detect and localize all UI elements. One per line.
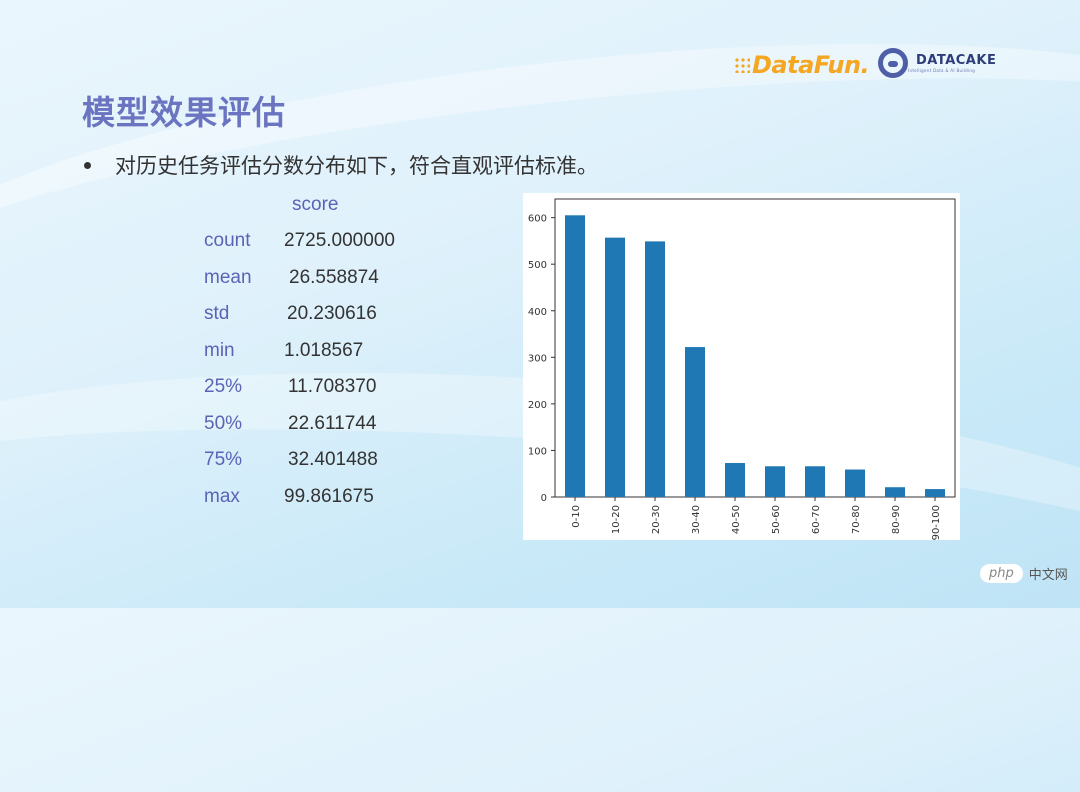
stats-key: 50% (204, 412, 243, 434)
y-tick-label: 0 (541, 493, 547, 504)
stats-value: 2725.000000 (284, 230, 395, 251)
stats-value: 1.018567 (284, 339, 364, 361)
y-tick-label: 500 (528, 260, 547, 271)
x-tick-label: 20-30 (651, 505, 662, 534)
x-tick-label: 50-60 (771, 505, 782, 534)
x-tick-label: 70-80 (851, 505, 862, 534)
bar-chart-svg: 0 100 200 300 400 500 600 0-10 10-20 20-30 30-40 40… (528, 198, 956, 540)
x-tick-label: 40-50 (731, 505, 742, 534)
bar (845, 469, 865, 497)
bullet-point: 对历史任务评估分数分布如下，符合直观评估标准。 (84, 150, 598, 180)
bar-chart: 0 100 200 300 400 500 600 0-10 10-20 20-30 30-40 40… (523, 193, 960, 540)
x-tick-label: 60-70 (811, 505, 822, 534)
bar (645, 241, 665, 497)
bar (565, 215, 585, 497)
bar (605, 237, 625, 497)
stats-header: score (292, 194, 339, 215)
y-tick-label: 400 (528, 307, 547, 318)
bullet-text: 对历史任务评估分数分布如下，符合直观评估标准。 (115, 154, 598, 178)
stats-value: 22.611744 (288, 412, 377, 434)
y-tick-label: 200 (528, 400, 547, 411)
datacake-logo-text: DATACAKE (916, 53, 997, 68)
x-tick-label: 90-100 (931, 505, 942, 540)
y-tick-label: 600 (528, 214, 547, 225)
x-tick-label: 30-40 (691, 505, 702, 534)
stats-value: 11.708370 (288, 376, 377, 397)
stats-key: max (204, 485, 240, 507)
datacake-ring-icon (878, 48, 908, 78)
x-tick-label: 10-20 (611, 505, 622, 534)
y-tick-label: 100 (528, 446, 547, 457)
stats-key: count (204, 230, 251, 251)
bar (925, 489, 945, 497)
bar (765, 466, 785, 497)
datafun-logo: DataFun. (734, 50, 870, 80)
slide-title: 模型效果评估 (82, 93, 286, 132)
stats-key: 75% (204, 449, 243, 470)
stats-value: 99.861675 (284, 485, 374, 507)
stats-value: 32.401488 (288, 449, 378, 470)
stats-key: min (204, 339, 235, 361)
stats-key: mean (204, 266, 252, 288)
plot-frame (554, 198, 956, 498)
datafun-logo-text: DataFun. (752, 51, 870, 79)
y-tick-label: 300 (528, 353, 547, 364)
bullet-dot-icon (84, 161, 91, 169)
php-watermark: php 中文网 (980, 564, 1068, 583)
bar (885, 487, 905, 497)
datacake-logo: DATACAKE Intelligent Data & AI Building (878, 48, 996, 78)
bar (685, 347, 705, 497)
datafun-dots-icon (734, 57, 750, 73)
bar (805, 466, 825, 497)
stats-value: 26.558874 (289, 266, 379, 288)
x-tick-label: 80-90 (891, 505, 902, 534)
datacake-logo-subtext: Intelligent Data & AI Building (908, 68, 976, 73)
bar (725, 463, 745, 497)
watermark-text: 中文网 (1028, 568, 1068, 583)
php-badge: php (980, 564, 1023, 583)
stats-value: 20.230616 (287, 303, 377, 324)
x-tick-label: 0-10 (571, 505, 582, 528)
stats-key: std (204, 303, 230, 324)
stats-key: 25% (204, 376, 243, 397)
